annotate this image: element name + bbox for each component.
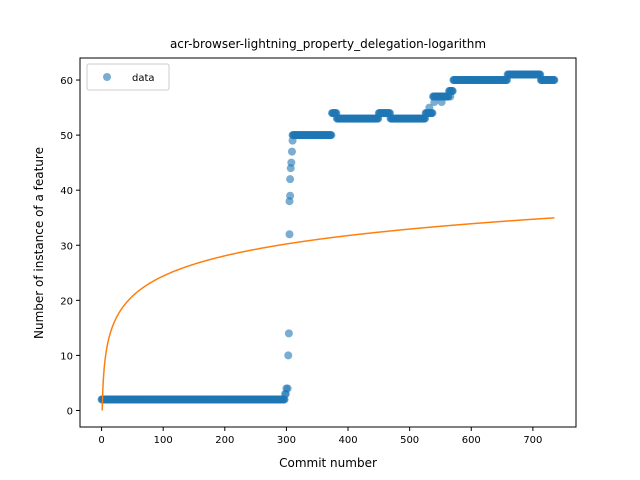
x-tick-label: 300 [277, 435, 296, 446]
data-point [284, 351, 293, 360]
data-point [287, 147, 296, 156]
legend-box [86, 63, 170, 91]
y-axis-ticks: 0 10 20 30 40 50 60 [60, 76, 80, 417]
y-tick-label: 0 [67, 406, 73, 417]
data-point [446, 92, 455, 101]
legend: data [86, 63, 170, 91]
data-point [288, 136, 297, 145]
fit-curve [101, 217, 555, 411]
x-tick-label: 700 [523, 435, 542, 446]
data-point [283, 384, 292, 393]
axes-frame [79, 57, 577, 428]
x-tick-label: 600 [462, 435, 481, 446]
y-tick-label: 10 [60, 351, 73, 362]
data-point [430, 98, 439, 107]
data-point [287, 158, 296, 167]
x-axis-ticks: 0 100 200 300 400 500 600 700 [98, 427, 542, 446]
data-point [550, 76, 559, 85]
x-tick-label: 0 [98, 435, 104, 446]
data-point [286, 191, 295, 200]
x-tick-label: 200 [215, 435, 234, 446]
x-axis-label: Commit number [279, 456, 377, 470]
y-tick-label: 20 [60, 296, 73, 307]
y-tick-label: 60 [60, 76, 73, 87]
y-tick-label: 50 [60, 131, 73, 142]
chart-title: acr-browser-lightning_property_delegatio… [170, 37, 486, 51]
plot-area [97, 70, 559, 411]
legend-label-data: data [132, 73, 155, 84]
data-point [285, 230, 294, 239]
series-data [97, 70, 559, 404]
legend-marker-data [103, 73, 111, 81]
data-point [327, 131, 336, 140]
x-tick-label: 500 [400, 435, 419, 446]
data-point [284, 329, 293, 338]
y-axis-label: Number of instance of a feature [32, 147, 46, 339]
x-tick-label: 400 [338, 435, 357, 446]
data-point [286, 175, 295, 184]
y-tick-label: 30 [60, 241, 73, 252]
x-tick-label: 100 [154, 435, 173, 446]
y-tick-label: 40 [60, 186, 73, 197]
data-point [437, 98, 446, 107]
data-point [425, 103, 434, 112]
